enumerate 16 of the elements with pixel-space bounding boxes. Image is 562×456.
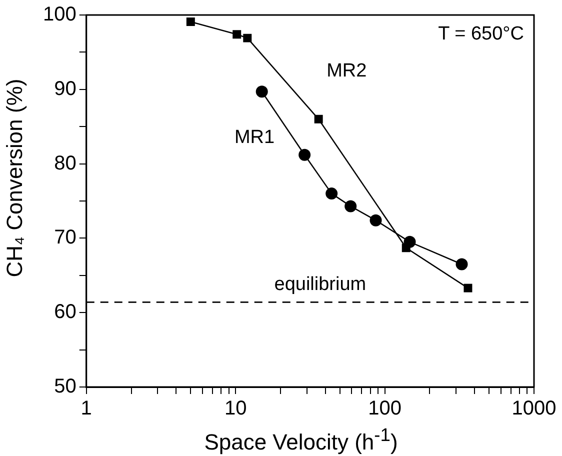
series-label: MR1 [234,127,275,148]
series-label: MR2 [326,60,367,82]
y-tick-label: 50 [54,376,76,398]
y-tick-label: 80 [54,152,76,174]
x-tick-label: 1 [80,398,92,420]
x-tick-label: 100 [368,398,402,420]
x-tick-label: 1000 [512,398,556,420]
y-tick-label: 60 [54,301,76,324]
y-tick-label: 70 [54,226,76,249]
y-tick-label: 100 [42,4,76,26]
x-tick-label: 10 [224,398,247,420]
x-axis-title: Space Velocity (h$^{-1}$) [203,424,399,456]
y-tick-label: 90 [54,78,76,100]
ref-line-label: equilibrium [274,274,366,295]
y-axis-title: CH₄ Conversion (%) [2,78,28,280]
annotation: T = 650°C [438,24,524,45]
